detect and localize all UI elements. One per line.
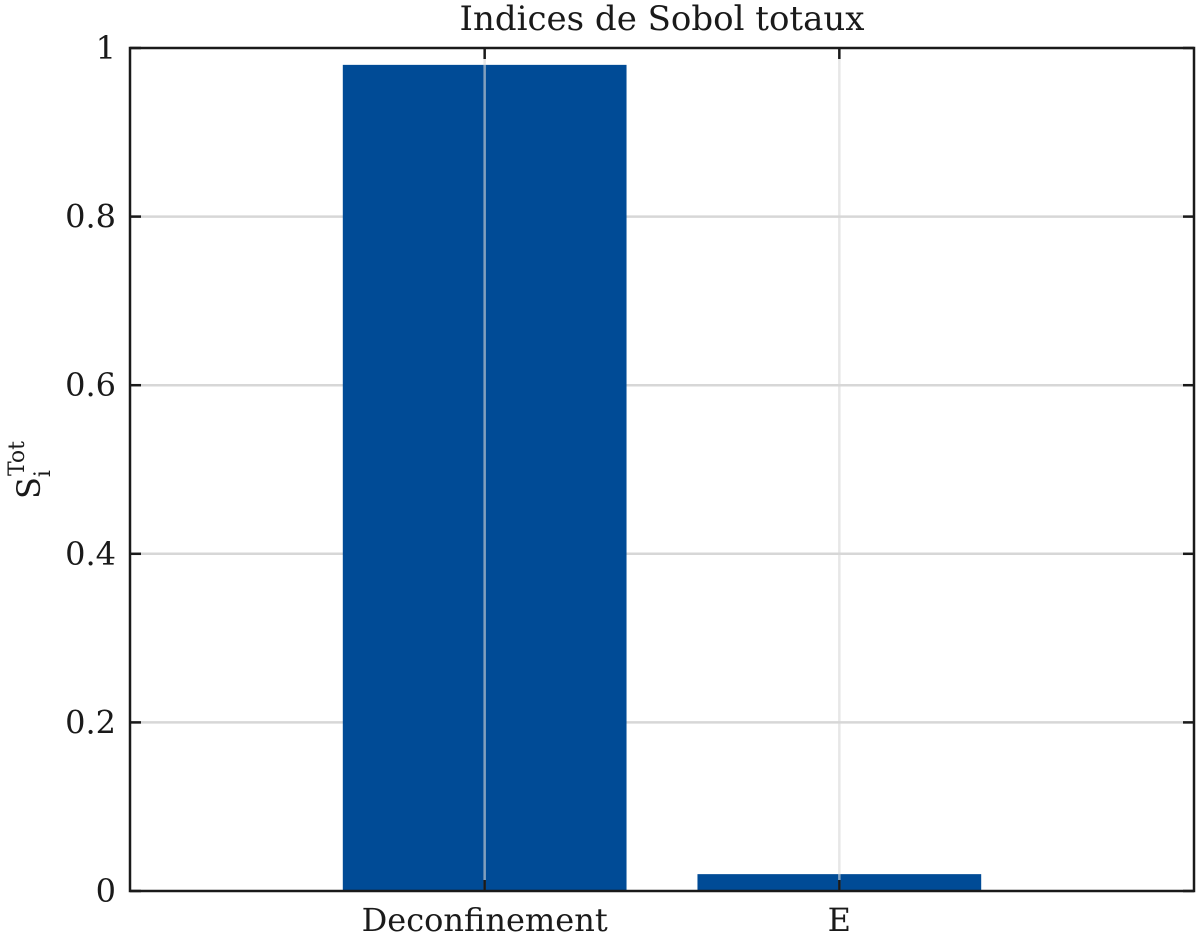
y-axis-label-subscript: i [31,470,56,477]
y-tick-label: 0 [96,872,116,910]
x-tick-label: E [828,901,851,939]
y-axis-label: SiTot [5,441,56,499]
y-tick-label: 0.2 [65,703,116,741]
y-axis-label-superscript: Tot [5,441,30,476]
chart-title: Indices de Sobol totaux [460,0,865,39]
y-axis-label-base: S [10,477,48,499]
grid-lines [130,215,1194,724]
axis-ticks: 0 0.2 0.4 0.6 0.8 1 Deconfinement E [65,29,1194,939]
bars [342,48,982,892]
plot-frame [128,46,1196,893]
y-tick-label: 1 [96,29,116,67]
y-tick-label: 0.6 [65,366,116,404]
y-tick-label: 0.8 [65,198,116,236]
y-tick-label: 0.4 [65,535,116,573]
x-tick-label: Deconfinement [362,901,608,939]
